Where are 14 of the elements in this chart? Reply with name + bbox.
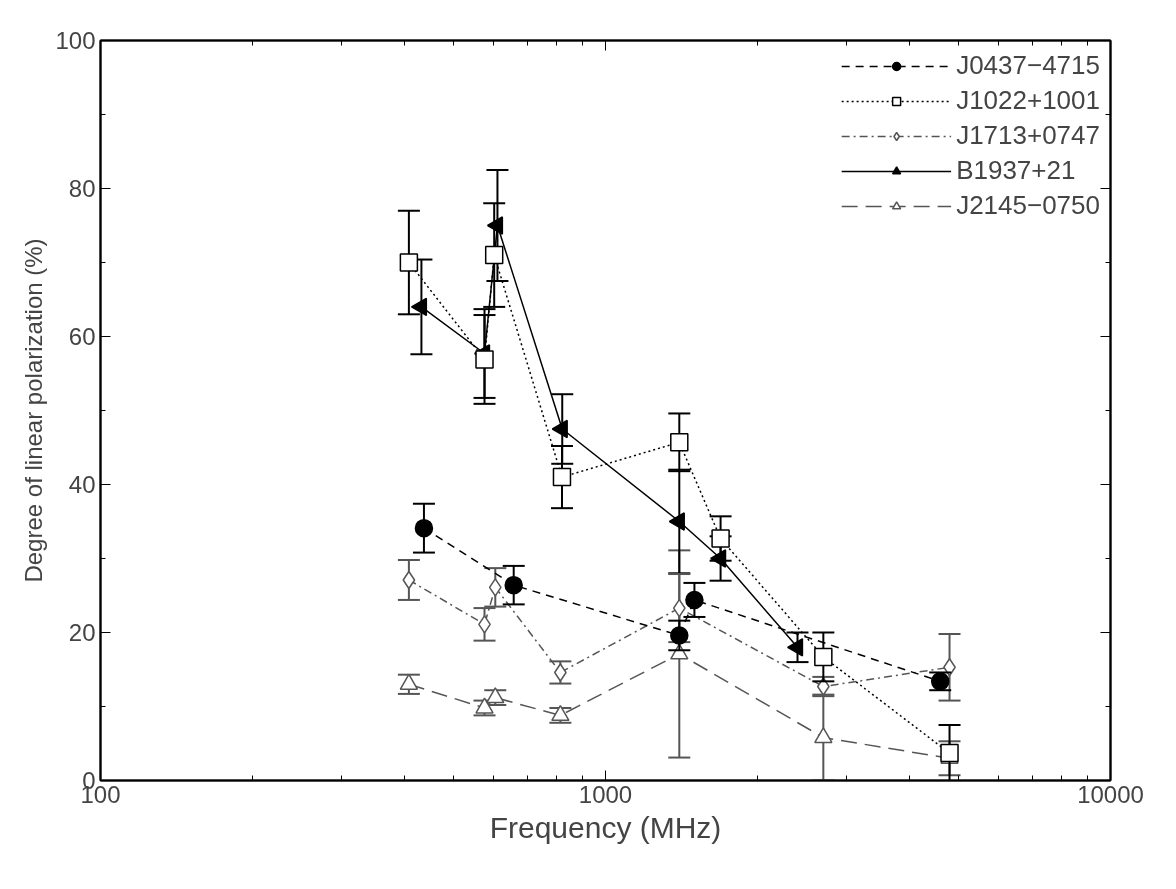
x-tick-label: 1000 [578,780,633,808]
legend-label: J1022+1001 [956,85,1100,116]
y-axis-title: Degree of linear polarization (%) [20,238,48,583]
legend-label: B1937+21 [956,155,1076,186]
y-tick-label: 100 [55,27,96,54]
y-tick-label: 20 [68,619,96,646]
x-tick-label: 10000 [1077,780,1144,808]
legend-label: J1713+0747 [956,120,1100,151]
y-tick-label: 40 [68,471,96,498]
x-axis-title: Frequency (MHz) [489,810,722,844]
y-tick-label: 80 [68,175,96,202]
legend-label: J2145−0750 [956,190,1100,221]
legend-label: J0437−4715 [956,50,1100,81]
y-tick-label: 60 [68,323,96,350]
